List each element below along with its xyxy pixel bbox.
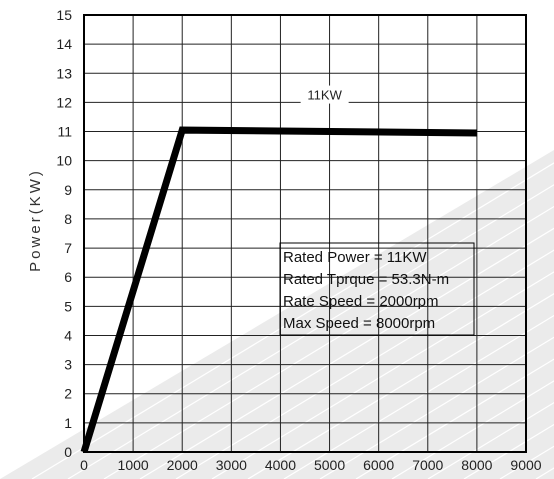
x-tick-label: 9000: [510, 457, 541, 473]
power-curve-line: [80, 126, 477, 454]
info-box-frame: [279, 242, 475, 336]
x-tick-label: 5000: [314, 457, 345, 473]
y-tick-label: 10: [56, 153, 72, 169]
x-tick-labels: 0 1000 2000 3000 4000 5000 6000 7000 8000 9000: [80, 457, 542, 473]
hatch-line: [0, 139, 305, 325]
background-shade: [0, 150, 554, 479]
info-box-line: Rated Tprque = 53.3N-m: [283, 271, 449, 288]
info-box-line: Max Speed = 8000rpm: [283, 315, 435, 332]
plot-frame: [83, 14, 527, 453]
y-tick-label: 6: [64, 269, 72, 285]
info-box-line: Rated Power = 11KW: [283, 249, 427, 266]
x-tick-label: 6000: [363, 457, 394, 473]
x-tick-label: 2000: [167, 457, 198, 473]
hatch-line: [0, 139, 269, 303]
y-tick-label: 1: [64, 415, 72, 431]
hatch-line: [0, 139, 485, 434]
y-tick-label: 12: [56, 94, 72, 110]
annotation-layer: 11KW: [300, 85, 349, 104]
hatch-line: [0, 139, 521, 456]
x-tick-label: 8000: [461, 457, 492, 473]
y-tick-label: 15: [56, 7, 72, 23]
x-tick-label: 3000: [216, 457, 247, 473]
hatch-line: [0, 139, 413, 391]
y-tick-label: 14: [56, 36, 72, 52]
y-tick-label: 11: [57, 124, 72, 140]
hatch-line: [0, 139, 233, 282]
info-box-line: Rate Speed = 2000rpm: [283, 293, 439, 310]
hatch-line: [0, 139, 197, 260]
x-tick-label: 0: [80, 457, 88, 473]
series-layer: [80, 126, 477, 454]
annotation-background: [300, 85, 349, 104]
hatch-line: [0, 139, 341, 347]
x-tick-label: 7000: [412, 457, 443, 473]
y-tick-label: 7: [64, 240, 72, 256]
x-tick-label: 4000: [265, 457, 296, 473]
y-tick-label: 8: [64, 211, 72, 227]
y-tick-label: 3: [64, 357, 72, 373]
annotation-label: 11KW: [307, 88, 342, 103]
y-tick-label: 5: [64, 298, 72, 314]
hatch-line: [0, 139, 161, 238]
info-box: Rated Power = 11KW Rated Tprque = 53.3N-m…: [279, 242, 475, 336]
y-tick-label: 0: [64, 444, 72, 460]
hatch-line: [0, 139, 377, 369]
y-tick-label: 4: [64, 327, 72, 343]
y-tick-label: 9: [64, 182, 72, 198]
y-tick-label: 13: [56, 65, 72, 81]
hatch-line: [0, 139, 449, 412]
x-tick-label: 1000: [118, 457, 149, 473]
y-tick-label: 2: [64, 386, 72, 402]
y-axis-label: Power(KW): [27, 168, 44, 272]
